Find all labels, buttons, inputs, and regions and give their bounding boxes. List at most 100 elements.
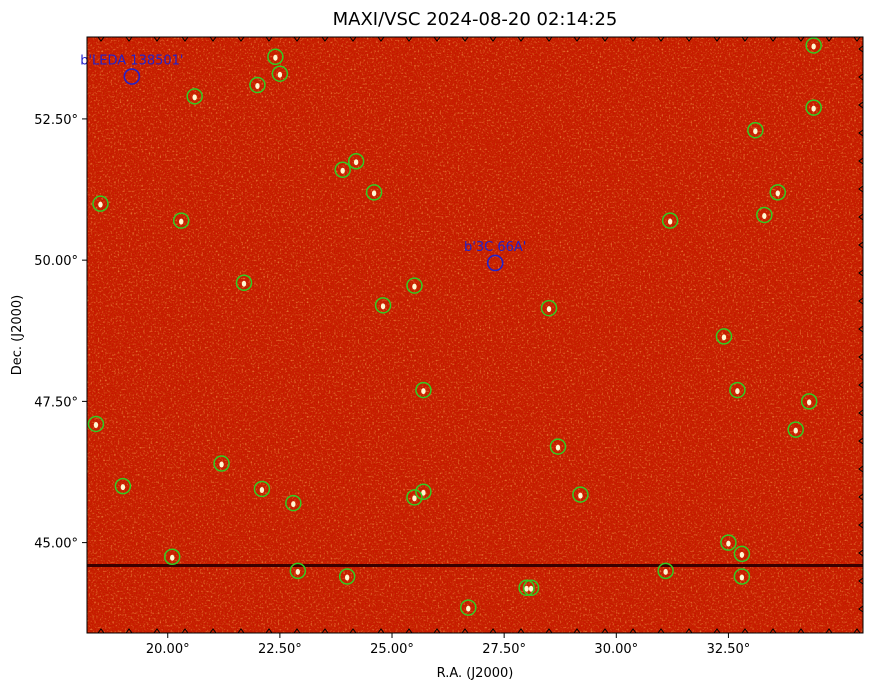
catalog-source-marker [486,254,504,272]
edge-tick [237,36,245,42]
edge-tick [97,36,105,42]
detected-source-marker [338,568,356,585]
detected-source-marker [733,568,751,585]
detected-source-marker [657,562,674,580]
detected-source-marker [235,274,253,291]
y-axis-ticks: 52.50° 50.00° 47.50° 45.00° [34,113,87,552]
edge-tick [181,36,189,42]
edge-tick [321,36,329,42]
star-speck [219,461,224,468]
detected-source-marker [285,494,302,512]
edge-tick [489,36,497,42]
edge-tick [461,36,469,42]
y-tick-label: 52.50° [34,113,78,128]
star-speck [412,283,417,290]
edge-tick [293,628,301,634]
star-speck [291,501,296,508]
catalog-label: b'3C 66A' [464,240,526,255]
star-speck [340,167,345,174]
edge-tick [125,628,133,634]
detected-source-marker [540,299,558,317]
edge-tick [601,36,609,42]
detected-source-marker [460,599,477,616]
edge-tick [265,36,273,42]
figure-title: MAXI/VSC 2024-08-20 02:14:25 [333,9,618,30]
star-speck [241,280,247,287]
edge-tick [858,157,864,165]
edge-tick [713,36,721,42]
source-markers [87,37,822,616]
star-speck [412,495,417,502]
detected-source-marker [787,421,804,438]
detected-source-marker [661,212,679,229]
detected-source-marker [518,579,535,597]
edge-tick [858,465,864,473]
star-speck [273,54,278,61]
star-speck [344,574,350,581]
star-speck [578,492,583,499]
star-speck [371,190,377,197]
detected-source-marker [733,545,751,563]
detected-source-marker [267,48,284,66]
detected-source-marker [729,381,746,399]
y-tick-label: 45.00° [34,537,78,552]
detected-source-marker [186,88,203,105]
edge-tick [858,101,864,109]
detected-source-marker [271,65,289,82]
star-speck [178,218,184,225]
star-speck [762,212,767,219]
edge-tick [769,628,777,634]
star-speck [170,554,175,561]
edge-tick [573,628,581,634]
edge-tick [858,73,864,81]
edge-tick [125,36,133,42]
edge-tick [858,129,864,137]
star-speck [667,218,673,225]
star-speck [93,421,99,428]
detected-source-marker [87,415,105,433]
edge-tick [545,628,553,634]
edge-tick [858,325,864,333]
edge-tick [629,628,637,634]
detected-source-marker [172,212,190,229]
star-speck [811,105,816,112]
detected-source-marker [522,579,540,597]
star-speck [811,43,816,50]
detected-source-marker [805,37,822,54]
detected-source-marker [365,184,383,201]
edge-tick [573,36,581,42]
edge-tick [405,36,413,42]
edge-tick [825,628,833,634]
edge-tick [293,36,301,42]
detected-source-marker [374,297,392,314]
star-speck [255,83,260,90]
edge-tick [629,36,637,42]
detected-source-marker [769,184,787,201]
edge-tick [657,36,665,42]
star-speck [120,484,126,491]
x-tick-label: 22.50° [258,642,302,657]
edge-tick [405,628,413,634]
edge-tick [858,437,864,445]
sky-image [87,37,863,633]
edge-tick [713,628,721,634]
plot-frame [86,36,864,634]
detected-source-marker [249,76,266,94]
detected-source-marker [805,99,822,116]
edge-tick [153,36,161,42]
edge-tick [209,628,217,634]
catalog-label: b'LEDA 138501' [80,54,183,69]
edge-tick [209,36,217,42]
x-tick-label: 27.50° [482,642,526,657]
star-speck [421,489,426,496]
star-speck [546,306,552,313]
y-axis-label: Dec. (J2000) [10,295,25,375]
edge-tick [858,297,864,305]
edge-tick [858,269,864,277]
edge-tick [858,549,864,557]
edge-tick [265,628,273,634]
star-speck [466,605,471,612]
edge-tick [797,628,805,634]
detected-source-marker [756,206,773,224]
